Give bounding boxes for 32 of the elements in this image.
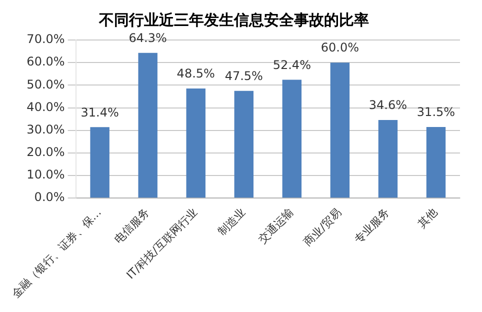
y-tick-label: 60.0% — [26, 54, 65, 69]
bar — [138, 52, 158, 198]
bar — [378, 120, 398, 198]
data-label: 31.4% — [80, 105, 119, 120]
x-tick-label: 交通运输 — [256, 206, 296, 246]
bar — [90, 127, 110, 198]
data-label: 52.4% — [272, 58, 311, 72]
data-label: 31.5% — [416, 105, 456, 120]
x-tick-label: 制造业 — [216, 206, 248, 238]
y-tick-label: 40.0% — [26, 100, 65, 114]
x-tick-label: 金融（银行、证券、保… — [9, 206, 104, 300]
data-label: 34.6% — [368, 98, 408, 112]
bar — [282, 80, 302, 198]
chart-title: 不同行业近三年发生信息安全事故的比率 — [98, 10, 369, 29]
x-tick-label: 商业/贸易 — [301, 206, 344, 249]
data-label: 64.3% — [128, 31, 167, 45]
data-label: 60.0% — [320, 40, 359, 55]
y-tick-label: 70.0% — [26, 32, 65, 46]
bar — [234, 90, 254, 198]
x-tick-label: 专业服务 — [352, 206, 392, 246]
x-tick-label: 电信服务 — [112, 206, 152, 246]
y-tick-label: 50.0% — [26, 77, 65, 92]
bar — [330, 62, 350, 198]
y-tick-label: 10.0% — [26, 168, 65, 182]
data-label: 47.5% — [224, 68, 263, 83]
data-label: 48.5% — [176, 66, 215, 81]
bar — [186, 88, 206, 198]
y-tick-label: 30.0% — [26, 122, 65, 136]
y-tick-label: 20.0% — [26, 145, 65, 160]
x-tick-label: 其他 — [415, 206, 440, 230]
y-tick-label: 0.0% — [34, 190, 65, 204]
bar — [426, 126, 446, 198]
